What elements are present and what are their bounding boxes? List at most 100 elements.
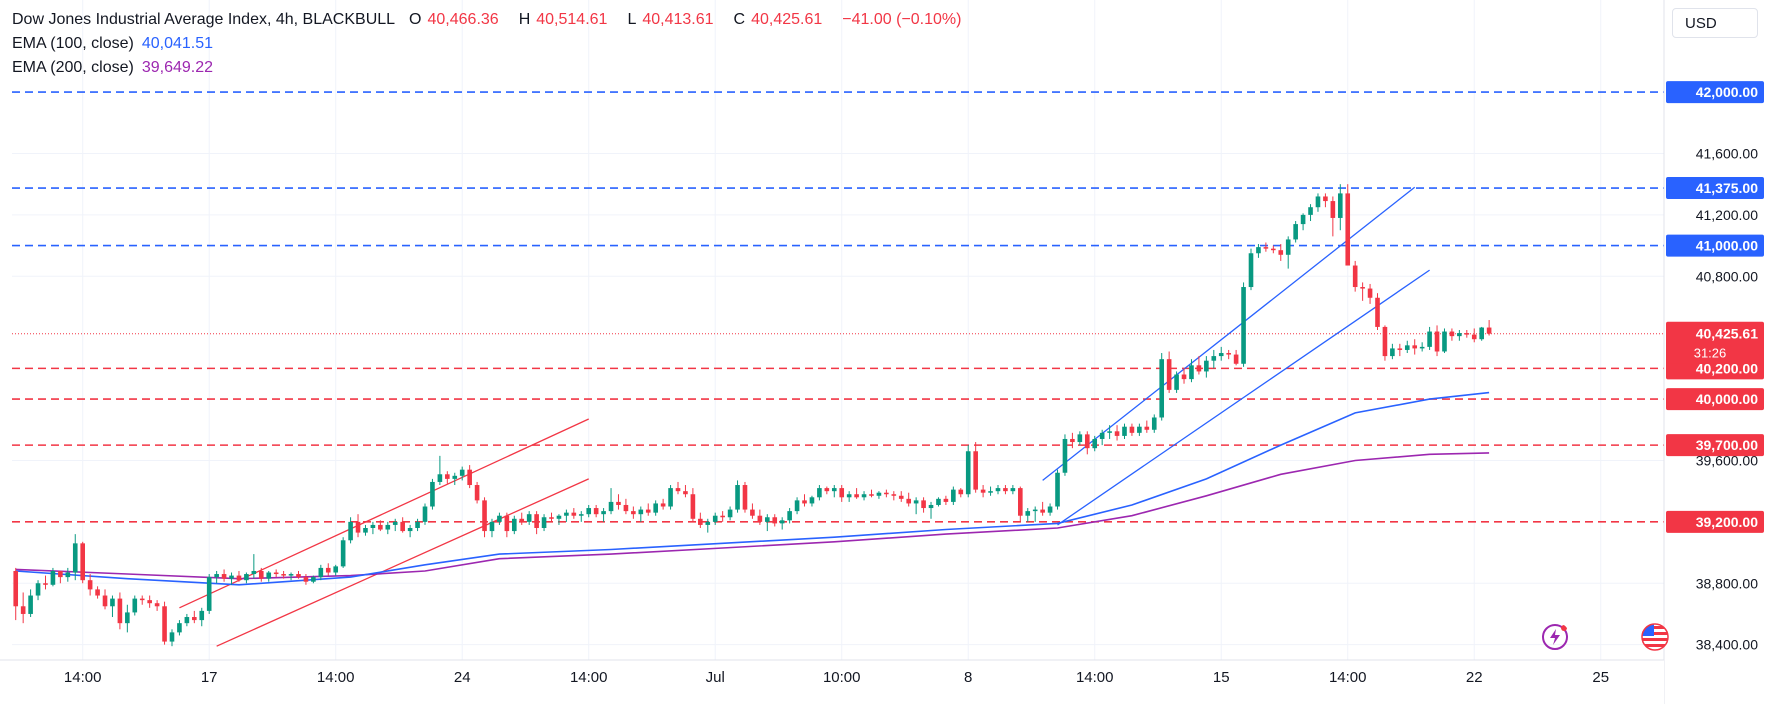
candle bbox=[898, 491, 904, 502]
candle bbox=[675, 481, 681, 495]
candle-body bbox=[1382, 326, 1388, 357]
candle bbox=[1070, 432, 1075, 449]
candle bbox=[861, 491, 867, 501]
candle bbox=[809, 495, 815, 507]
candle-body bbox=[675, 488, 681, 492]
candle bbox=[995, 485, 1001, 495]
currency-button[interactable]: USD bbox=[1672, 8, 1758, 38]
candle-body bbox=[973, 451, 978, 490]
candle bbox=[1278, 244, 1284, 261]
candle-body bbox=[1166, 359, 1172, 390]
candle bbox=[1293, 221, 1298, 243]
candle-body bbox=[884, 492, 889, 495]
candle-body bbox=[511, 518, 517, 532]
candle bbox=[1018, 486, 1023, 522]
price-tick-label: 38,400.00 bbox=[1696, 637, 1758, 653]
us-flag-icon[interactable] bbox=[1640, 622, 1670, 652]
candle bbox=[1308, 204, 1313, 222]
candle-body bbox=[720, 515, 725, 518]
candle bbox=[1129, 423, 1135, 436]
candle-body bbox=[1352, 265, 1358, 288]
candle-body bbox=[497, 515, 502, 522]
candle bbox=[392, 518, 398, 532]
candle-body bbox=[631, 511, 636, 515]
candle bbox=[965, 445, 971, 498]
legend-ema100-row[interactable]: EMA (100, close) 40,041.51 bbox=[12, 32, 967, 56]
candle-body bbox=[452, 475, 458, 479]
candle bbox=[1285, 236, 1291, 269]
candle-body bbox=[980, 489, 986, 493]
candle bbox=[184, 613, 190, 627]
candle-body bbox=[407, 528, 413, 532]
candle bbox=[1427, 326, 1432, 350]
candle bbox=[1271, 245, 1276, 254]
legend-high-label: H bbox=[518, 11, 531, 28]
candle-body bbox=[817, 488, 822, 498]
candle bbox=[556, 514, 562, 525]
candle-body bbox=[586, 508, 592, 515]
candles bbox=[13, 184, 1492, 647]
time-tick-label: Jul bbox=[706, 669, 725, 686]
level-price-label: 41,000.00 bbox=[1696, 238, 1758, 254]
candle bbox=[1442, 328, 1447, 354]
candle-body bbox=[236, 575, 242, 581]
candle bbox=[400, 517, 405, 533]
candle bbox=[474, 481, 480, 504]
candle-body bbox=[1144, 426, 1150, 430]
candle-body bbox=[1114, 431, 1120, 436]
candle bbox=[318, 564, 324, 581]
candle-body bbox=[392, 521, 398, 525]
price-axis[interactable]: 41,600.00 41,200.00 40,800.00 39,600.00 38,8… bbox=[1663, 0, 1766, 704]
candle-body bbox=[571, 512, 577, 516]
candle bbox=[511, 515, 517, 535]
candle bbox=[1174, 371, 1179, 393]
legend-ema200-row[interactable]: EMA (200, close) 39,649.22 bbox=[12, 56, 967, 80]
candle bbox=[698, 512, 703, 528]
candle bbox=[1464, 330, 1470, 338]
candle bbox=[928, 501, 934, 519]
time-axis[interactable]: 14:00 17 14:00 24 14:00 Jul 10:00 8 14:00 15 14:00… bbox=[0, 659, 1664, 704]
candle bbox=[1390, 343, 1395, 360]
candle-body bbox=[831, 488, 837, 492]
candle bbox=[884, 489, 889, 498]
candle bbox=[504, 512, 510, 538]
candle-body bbox=[1025, 511, 1031, 516]
candle bbox=[750, 503, 755, 519]
candle bbox=[578, 511, 584, 522]
candle bbox=[1010, 485, 1016, 495]
candle-body bbox=[1412, 345, 1418, 349]
candle bbox=[958, 488, 964, 498]
level-price-label: 40,000.00 bbox=[1696, 391, 1758, 407]
candle bbox=[1419, 342, 1425, 352]
candle-body bbox=[1278, 250, 1284, 255]
candle-body bbox=[28, 595, 33, 614]
candle bbox=[80, 541, 86, 584]
candle-body bbox=[35, 583, 41, 596]
candle bbox=[541, 514, 547, 532]
candle bbox=[1218, 346, 1224, 361]
candle-body bbox=[1390, 348, 1395, 357]
candle bbox=[1137, 423, 1142, 436]
time-axis-background bbox=[0, 660, 1664, 704]
lightning-icon[interactable] bbox=[1540, 622, 1570, 652]
candle bbox=[1032, 506, 1038, 522]
time-tick-label: 10:00 bbox=[823, 669, 861, 686]
candle bbox=[1375, 293, 1380, 330]
candle-body bbox=[787, 511, 792, 521]
candle bbox=[869, 489, 874, 498]
candle-body bbox=[1189, 365, 1194, 380]
legend-high: 40,514.61 bbox=[536, 11, 608, 28]
candle-body bbox=[541, 517, 547, 528]
candle bbox=[727, 506, 733, 521]
candle bbox=[1471, 328, 1477, 343]
candle-body bbox=[415, 521, 420, 528]
candle bbox=[586, 504, 592, 518]
candle-body bbox=[564, 512, 569, 516]
candle bbox=[378, 520, 383, 532]
candle-body bbox=[705, 521, 711, 525]
candle-body bbox=[489, 521, 495, 532]
candle bbox=[348, 517, 353, 544]
candle-body bbox=[87, 580, 93, 590]
